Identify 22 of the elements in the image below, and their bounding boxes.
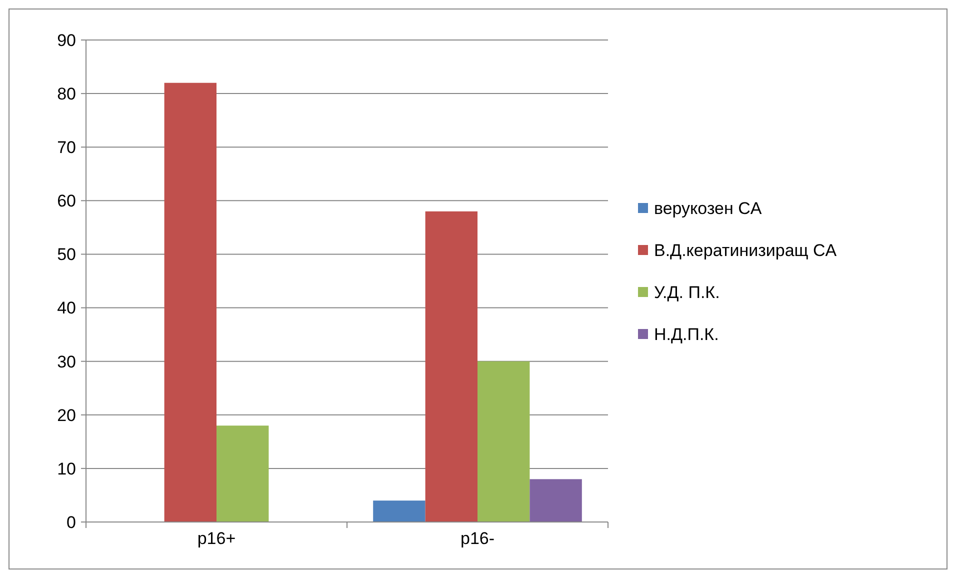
y-tick-label: 60: [57, 192, 76, 211]
bar: [478, 361, 530, 522]
y-tick-label: 10: [57, 459, 76, 478]
y-tick-label: 70: [57, 138, 76, 158]
x-tick-label: p16+: [197, 529, 236, 548]
x-tick-label: p16-: [460, 529, 495, 548]
y-tick-label: 80: [57, 84, 76, 104]
y-tick-label: 40: [57, 298, 76, 318]
legend-label: В.Д.кератинизиращ CA: [654, 240, 838, 260]
bar: [530, 479, 582, 522]
bar: [425, 211, 478, 522]
bar: [164, 82, 216, 522]
y-tick-label: 20: [57, 406, 76, 425]
legend-label: верукозен CA: [654, 198, 762, 218]
y-tick-label: 0: [66, 512, 76, 532]
legend-label: У.Д. П.К.: [654, 282, 720, 302]
y-tick-label: 50: [57, 245, 76, 264]
y-tick-label: 90: [57, 30, 76, 50]
legend-label: Н.Д.П.К.: [654, 324, 719, 344]
bar: [373, 500, 426, 522]
y-tick-label: 30: [57, 352, 76, 372]
bar: [216, 426, 269, 522]
